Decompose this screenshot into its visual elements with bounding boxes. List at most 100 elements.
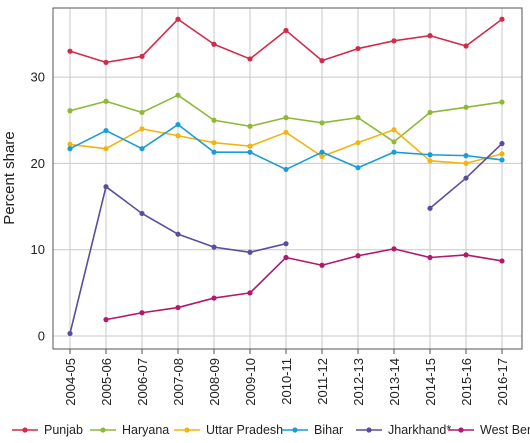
x-tick-label: 2011-12 bbox=[315, 358, 330, 405]
data-point bbox=[463, 43, 469, 49]
data-point bbox=[247, 149, 253, 155]
legend-label: Haryana bbox=[122, 423, 169, 437]
data-point bbox=[463, 160, 469, 166]
legend-label: Punjab bbox=[44, 423, 83, 437]
data-point bbox=[355, 45, 361, 52]
data-point bbox=[427, 205, 433, 211]
data-point bbox=[427, 158, 433, 164]
data-point bbox=[319, 149, 325, 155]
data-point bbox=[175, 92, 181, 98]
data-point bbox=[175, 16, 181, 22]
data-point bbox=[283, 254, 289, 261]
series-3 bbox=[67, 121, 505, 173]
legend-label: West Bengal bbox=[480, 423, 530, 437]
legend-item: Haryana bbox=[90, 423, 169, 437]
data-point bbox=[67, 108, 73, 114]
data-point bbox=[391, 246, 397, 252]
x-tick-label: 2013-14 bbox=[387, 358, 402, 406]
data-point bbox=[463, 153, 469, 159]
y-tick-label: 20 bbox=[31, 156, 45, 171]
data-point bbox=[499, 99, 505, 105]
data-point bbox=[175, 231, 181, 237]
plot-frame bbox=[52, 7, 523, 350]
data-point bbox=[211, 41, 217, 47]
data-point bbox=[211, 295, 217, 301]
data-point bbox=[139, 126, 145, 132]
x-tick-label: 2005-06 bbox=[99, 358, 114, 406]
data-point bbox=[391, 149, 397, 155]
legend: Punjab Haryana Uttar Pradesh Bihar Jharkhand… bbox=[12, 423, 530, 437]
data-point bbox=[319, 120, 325, 126]
data-point bbox=[355, 115, 361, 121]
data-point bbox=[463, 252, 469, 258]
data-point bbox=[211, 117, 217, 123]
data-point bbox=[427, 152, 433, 158]
data-point bbox=[247, 123, 253, 129]
data-point bbox=[355, 165, 361, 171]
x-tick-label: 2004-05 bbox=[63, 358, 78, 406]
data-point bbox=[67, 48, 73, 54]
legend-swatch-dot bbox=[100, 427, 106, 433]
x-tick-label: 2007-08 bbox=[171, 358, 186, 406]
data-point bbox=[67, 330, 73, 337]
data-point bbox=[247, 290, 253, 296]
x-tick-label: 2014-15 bbox=[423, 358, 438, 406]
data-point bbox=[283, 27, 289, 34]
x-tick-label: 2009-10 bbox=[243, 358, 258, 406]
x-tick-label: 2015-16 bbox=[459, 358, 474, 406]
data-point bbox=[175, 133, 181, 139]
data-point bbox=[355, 253, 361, 259]
legend-item: Uttar Pradesh bbox=[174, 423, 283, 437]
data-point bbox=[427, 109, 433, 116]
data-point bbox=[427, 254, 433, 261]
y-axis-tick-labels: 0 10 20 30 bbox=[31, 70, 45, 344]
data-point bbox=[247, 249, 253, 255]
data-point bbox=[103, 98, 109, 104]
x-tick-label: 2006-07 bbox=[135, 358, 150, 406]
data-point bbox=[139, 310, 145, 316]
series-line bbox=[105, 248, 503, 321]
x-axis-tick-labels: 2004-05 2005-06 2006-07 2007-08 2008-09 2009-… bbox=[63, 349, 510, 406]
x-tick-label: 2012-13 bbox=[351, 358, 366, 406]
data-point bbox=[499, 157, 505, 163]
data-point bbox=[283, 241, 289, 247]
data-point bbox=[463, 104, 469, 110]
series-1 bbox=[67, 92, 505, 145]
legend-label: Uttar Pradesh bbox=[206, 423, 283, 437]
data-point bbox=[103, 184, 109, 190]
legend-item: Jharkhand* bbox=[356, 423, 451, 437]
series-5 bbox=[103, 246, 505, 323]
x-tick-label: 2016-17 bbox=[495, 358, 510, 406]
data-point bbox=[283, 166, 289, 173]
data-point bbox=[139, 210, 145, 217]
legend-item: Punjab bbox=[12, 423, 83, 437]
legend-swatch-dot bbox=[458, 427, 464, 433]
series-2 bbox=[67, 126, 505, 166]
legend-swatch-dot bbox=[184, 427, 190, 433]
x-tick-label: 2008-09 bbox=[207, 358, 222, 406]
data-point bbox=[391, 139, 397, 145]
data-point bbox=[319, 153, 325, 160]
series-0 bbox=[67, 16, 505, 65]
data-point bbox=[211, 149, 217, 155]
y-axis-title: Percent share bbox=[1, 131, 18, 224]
series-4 bbox=[67, 140, 505, 337]
data-point bbox=[247, 143, 253, 149]
legend-swatch-dot bbox=[366, 427, 372, 433]
data-point bbox=[211, 140, 217, 146]
data-point bbox=[103, 127, 109, 134]
data-point bbox=[175, 304, 181, 311]
data-point bbox=[103, 317, 109, 323]
data-point bbox=[175, 121, 181, 128]
data-point bbox=[499, 258, 505, 264]
legend-label: Jharkhand* bbox=[388, 423, 451, 437]
data-point bbox=[211, 244, 217, 250]
data-point bbox=[391, 127, 397, 133]
data-point bbox=[283, 115, 289, 121]
data-point bbox=[463, 175, 469, 181]
data-point bbox=[247, 56, 253, 62]
data-point bbox=[139, 109, 145, 116]
data-point bbox=[67, 146, 73, 152]
data-point bbox=[139, 146, 145, 152]
